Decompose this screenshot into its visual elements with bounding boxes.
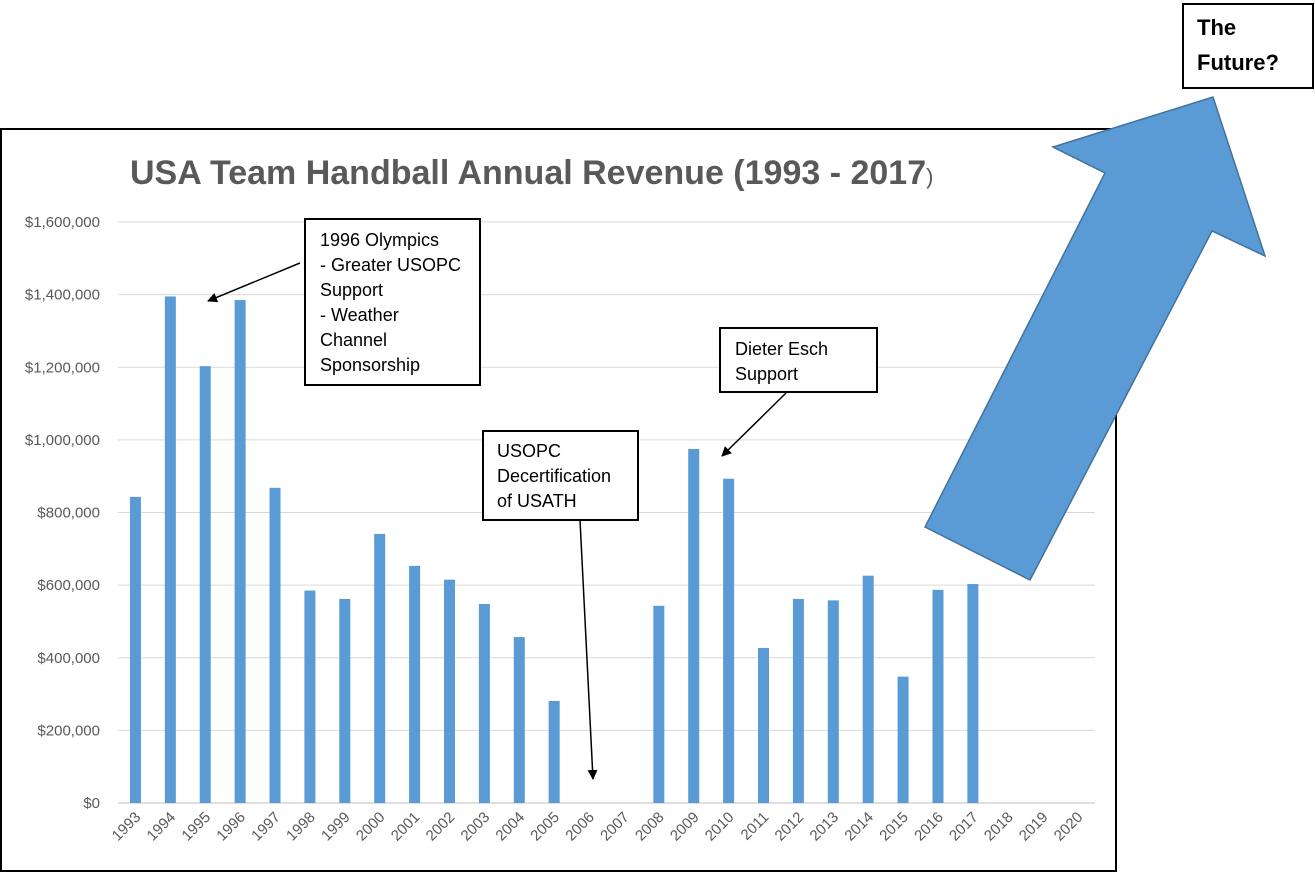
bar	[304, 590, 316, 803]
bar	[862, 575, 874, 803]
annotation-line: Channel	[320, 330, 387, 350]
bar	[199, 366, 211, 803]
bar	[339, 598, 351, 803]
bar	[548, 700, 560, 803]
y-tick-label: $400,000	[37, 650, 100, 667]
annotation-line: Dieter Esch	[735, 339, 828, 359]
annotation-line: Decertification	[497, 466, 611, 486]
annotation-olympics: 1996 Olympics - Greater USOPC Support - …	[304, 218, 481, 386]
bar	[967, 584, 979, 803]
bar	[269, 487, 281, 803]
bar	[688, 448, 700, 803]
annotation-esch: Dieter Esch Support	[719, 327, 878, 393]
annotation-line: Support	[320, 280, 383, 300]
annotation-line: - Greater USOPC	[320, 255, 461, 275]
annotation-text: 1996 Olympics - Greater USOPC Support - …	[320, 230, 466, 375]
bar	[374, 533, 386, 803]
bar	[164, 296, 176, 803]
y-tick-label: $600,000	[37, 577, 100, 594]
bar	[897, 676, 909, 803]
y-tick-label: $1,600,000	[25, 214, 100, 231]
bar	[723, 478, 735, 803]
bar	[758, 647, 770, 803]
annotation-text: USOPC Decertification of USATH	[497, 441, 616, 511]
y-tick-label: $1,000,000	[25, 432, 100, 449]
future-text: The Future?	[1197, 15, 1279, 75]
decertification-arrow	[579, 519, 598, 780]
bar	[792, 598, 804, 803]
future-arrow-icon	[923, 96, 1267, 582]
annotation-decertification: USOPC Decertification of USATH	[482, 430, 639, 521]
annotation-arrows	[207, 262, 787, 780]
annotation-line: 1996 Olympics	[320, 230, 439, 250]
y-tick-label: $0	[83, 795, 100, 812]
annotation-text: Dieter Esch Support	[735, 339, 833, 384]
annotation-line: Support	[735, 364, 798, 384]
y-tick-label: $200,000	[37, 722, 100, 739]
bar	[409, 565, 421, 803]
annotation-line: - Weather	[320, 305, 399, 325]
bar	[443, 579, 455, 803]
annotation-box	[482, 430, 639, 521]
bar	[129, 496, 141, 803]
annotation-box	[304, 218, 481, 386]
future-line: The	[1197, 15, 1236, 40]
y-tick-label: $1,400,000	[25, 287, 100, 304]
annotation-line: of USATH	[497, 491, 577, 511]
esch-arrow	[721, 392, 787, 457]
bars	[129, 296, 979, 803]
future-callout: The Future?	[1182, 3, 1314, 89]
annotation-line: USOPC	[497, 441, 561, 461]
y-axis-ticks: $0 $200,000 $400,000 $600,000 $800,000 $1,000…	[25, 214, 100, 812]
annotation-line: Sponsorship	[320, 355, 420, 375]
bar	[513, 637, 525, 803]
olympics-arrow	[207, 262, 301, 303]
future-line: Future?	[1197, 50, 1279, 75]
y-tick-label: $1,200,000	[25, 359, 100, 376]
bar	[234, 300, 246, 803]
bar	[478, 604, 490, 803]
bar	[653, 605, 665, 803]
bar	[827, 600, 839, 803]
future-box	[1182, 3, 1314, 89]
bar	[932, 589, 944, 803]
y-tick-label: $800,000	[37, 505, 100, 522]
annotation-box	[719, 327, 878, 393]
chart-title: USA Team Handball Annual Revenue (1993 -…	[130, 154, 933, 192]
